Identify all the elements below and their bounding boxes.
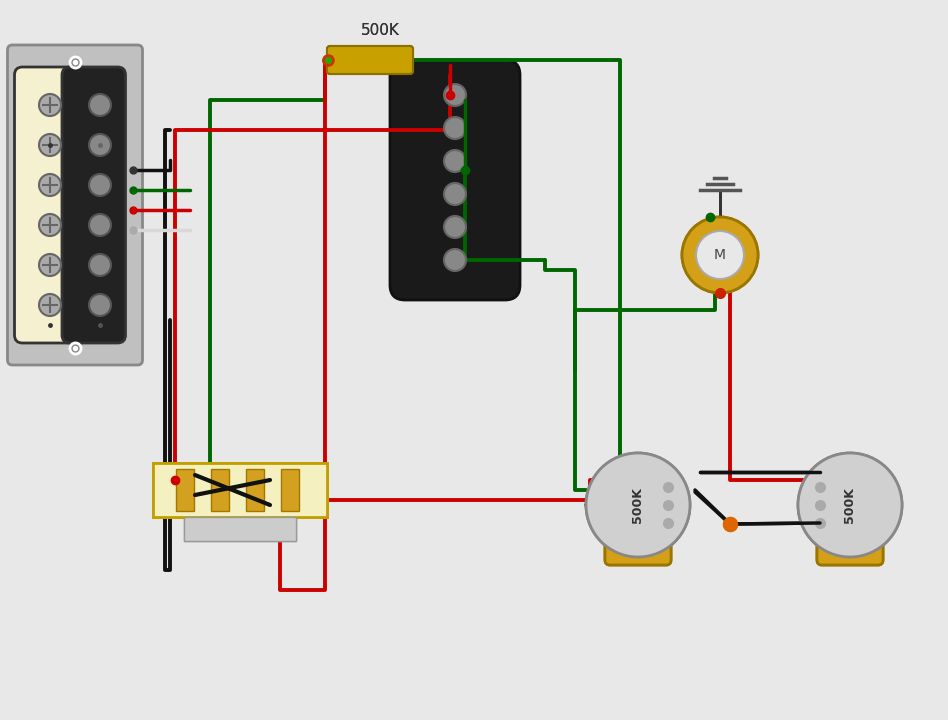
FancyBboxPatch shape <box>176 469 194 511</box>
FancyBboxPatch shape <box>327 46 413 74</box>
FancyBboxPatch shape <box>246 469 264 511</box>
Text: 500K: 500K <box>844 487 856 523</box>
FancyBboxPatch shape <box>176 469 194 511</box>
Circle shape <box>682 217 758 293</box>
FancyBboxPatch shape <box>327 46 413 74</box>
FancyBboxPatch shape <box>14 67 88 343</box>
Circle shape <box>444 84 466 106</box>
Circle shape <box>39 174 61 196</box>
FancyBboxPatch shape <box>281 469 299 511</box>
Circle shape <box>39 254 61 276</box>
Circle shape <box>89 94 111 116</box>
Circle shape <box>696 231 744 279</box>
FancyBboxPatch shape <box>184 517 296 541</box>
Circle shape <box>696 231 744 279</box>
FancyBboxPatch shape <box>153 463 327 517</box>
Circle shape <box>89 134 111 156</box>
Circle shape <box>586 453 690 557</box>
Text: 500K: 500K <box>844 487 856 523</box>
FancyBboxPatch shape <box>211 469 229 511</box>
FancyBboxPatch shape <box>390 60 520 300</box>
Circle shape <box>89 174 111 196</box>
FancyBboxPatch shape <box>184 517 296 541</box>
Circle shape <box>798 453 902 557</box>
FancyBboxPatch shape <box>62 67 125 343</box>
Circle shape <box>444 216 466 238</box>
FancyBboxPatch shape <box>153 463 327 517</box>
FancyBboxPatch shape <box>817 485 883 565</box>
Circle shape <box>89 214 111 236</box>
Circle shape <box>39 214 61 236</box>
Text: 500K: 500K <box>360 23 399 38</box>
FancyBboxPatch shape <box>281 469 299 511</box>
Text: 500K: 500K <box>631 487 645 523</box>
Circle shape <box>798 453 902 557</box>
Circle shape <box>39 134 61 156</box>
Circle shape <box>586 453 690 557</box>
Circle shape <box>39 294 61 316</box>
FancyBboxPatch shape <box>246 469 264 511</box>
FancyBboxPatch shape <box>817 485 883 565</box>
Circle shape <box>89 254 111 276</box>
FancyBboxPatch shape <box>8 45 142 365</box>
Circle shape <box>444 183 466 205</box>
Circle shape <box>89 294 111 316</box>
Text: M: M <box>714 248 726 262</box>
Text: 500K: 500K <box>360 23 399 38</box>
Circle shape <box>444 249 466 271</box>
Circle shape <box>444 150 466 172</box>
FancyBboxPatch shape <box>605 485 671 565</box>
Circle shape <box>444 117 466 139</box>
FancyBboxPatch shape <box>211 469 229 511</box>
Circle shape <box>39 94 61 116</box>
Text: M: M <box>714 248 726 262</box>
FancyBboxPatch shape <box>605 485 671 565</box>
Circle shape <box>682 217 758 293</box>
Text: 500K: 500K <box>631 487 645 523</box>
